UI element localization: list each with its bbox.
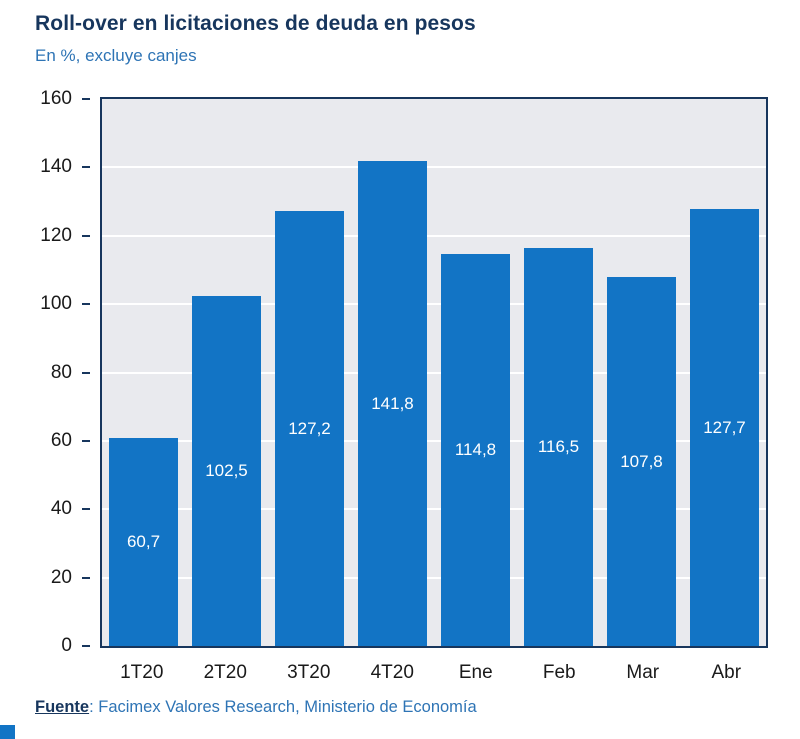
source-text: : Facimex Valores Research, Ministerio d…: [89, 698, 477, 716]
bar-1T20: 60,7: [108, 438, 179, 646]
y-tick-label: 40: [50, 498, 72, 520]
y-tick-mark: [82, 234, 90, 237]
bar-value-label: 102,5: [205, 460, 248, 480]
y-tick-mark: [82, 645, 90, 647]
y-tick-label: 120: [40, 224, 72, 246]
bar-3T20: 127,2: [274, 211, 345, 646]
x-tick-label-Feb: Feb: [542, 662, 576, 683]
gridline: [102, 439, 766, 442]
y-tick-label: 160: [40, 88, 72, 109]
y-axis: 0 20 40 60 80 100 120 140 160: [0, 88, 90, 656]
x-tick-label-Mar: Mar: [626, 662, 660, 683]
bar-value-label: 127,7: [703, 417, 746, 437]
y-tick-mark: [82, 303, 90, 306]
gridline: [102, 508, 766, 511]
bar-2T20: 102,5: [191, 295, 262, 646]
bar-value-label: 114,8: [454, 439, 497, 459]
x-axis: 1T20 2T20 3T20 4T20 Ene Feb Mar Abr: [100, 662, 768, 688]
y-tick-mark: [82, 166, 90, 169]
bar-4T20: 141,8: [357, 161, 428, 646]
source-prefix: Fuente: [35, 698, 90, 716]
bar-Abr: 127,7: [689, 209, 760, 646]
y-tick-label: 20: [50, 566, 72, 588]
x-tick-label-Ene: Ene: [458, 662, 493, 683]
x-tick-label-Abr: Abr: [711, 662, 742, 683]
bar-Feb: 116,5: [523, 247, 594, 646]
x-tick-label-4T20: 4T20: [370, 662, 414, 683]
bar-value-label: 141,8: [371, 393, 414, 413]
y-tick-mark: [82, 371, 90, 374]
x-tick-label-2T20: 2T20: [203, 662, 247, 683]
y-tick-label: 100: [40, 293, 72, 315]
gridline: [102, 303, 766, 306]
y-tick-label: 80: [50, 361, 72, 383]
bar-value-label: 127,2: [288, 418, 331, 438]
y-tick-label: 60: [50, 429, 72, 451]
y-tick-label: 0: [61, 635, 72, 656]
gridline: [102, 371, 766, 374]
y-tick-mark: [82, 98, 90, 100]
y-tick-mark: [82, 439, 90, 442]
gridline: [102, 166, 766, 169]
bar-Mar: 107,8: [606, 277, 677, 646]
gridline: [102, 576, 766, 579]
corner-decoration: [0, 725, 15, 739]
bar-value-label: 60,7: [126, 532, 161, 552]
gridline: [102, 234, 766, 237]
bar-value-label: 116,5: [537, 436, 580, 456]
chart-title: Roll-over en licitaciones de deuda en pe…: [35, 12, 476, 35]
y-tick-label: 140: [40, 156, 72, 178]
source-line: Fuente: Facimex Valores Research, Minist…: [35, 698, 477, 717]
y-tick-mark: [82, 576, 90, 579]
y-tick-mark: [82, 508, 90, 511]
x-tick-label-3T20: 3T20: [287, 662, 331, 683]
bar-value-label: 107,8: [620, 451, 663, 471]
bar-Ene: 114,8: [440, 253, 511, 646]
plot-area: 60,7 102,5 127,2 141,8 114,8 116,5 107,8 127,7: [100, 97, 768, 648]
chart-subtitle: En %, excluye canjes: [35, 46, 197, 65]
x-tick-label-1T20: 1T20: [120, 662, 164, 683]
